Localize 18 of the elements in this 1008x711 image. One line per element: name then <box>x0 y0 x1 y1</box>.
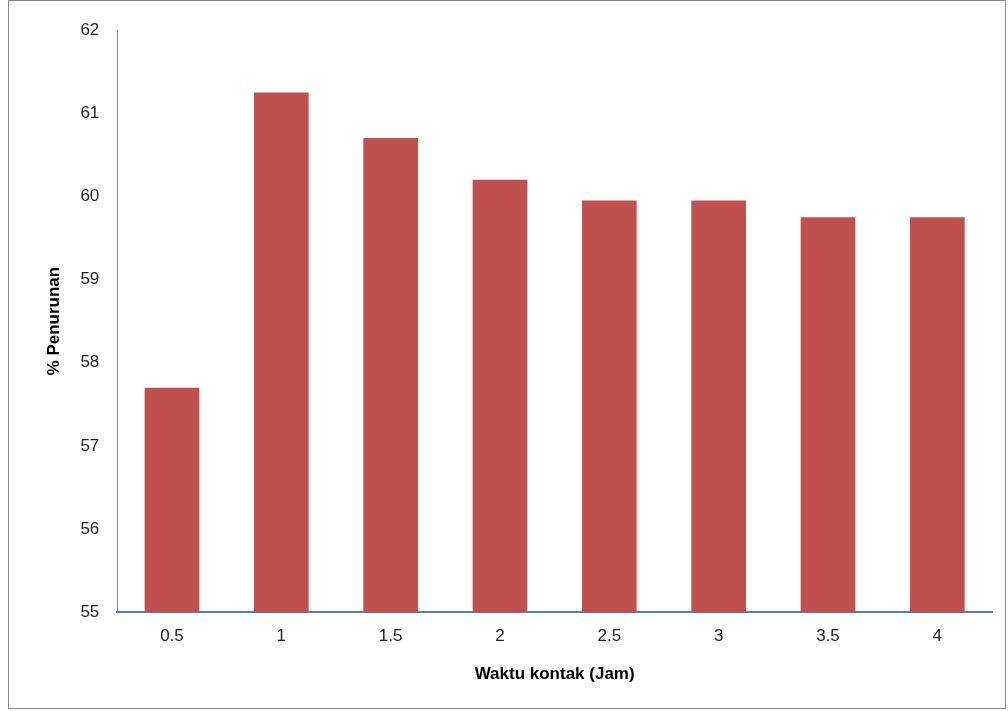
y-tick-label: 62 <box>80 19 100 39</box>
x-axis-title: Waktu kontak (Jam) <box>474 664 635 684</box>
x-tick-label: 2 <box>495 626 505 646</box>
y-tick-label: 56 <box>80 518 100 538</box>
x-tick-label: 1 <box>276 626 287 646</box>
y-tick-label: 55 <box>80 601 100 621</box>
x-tick-label: 2.5 <box>597 626 622 646</box>
x-tick-label: 1.5 <box>378 626 403 646</box>
y-tick-label: 58 <box>80 352 100 372</box>
y-axis-title: % Penurunan <box>43 266 63 376</box>
y-tick-label: 60 <box>80 186 100 206</box>
x-tick-label: 3.5 <box>816 626 840 646</box>
x-tick-label: 3 <box>713 626 724 646</box>
y-tick-label: 59 <box>80 269 100 289</box>
y-tick-label: 57 <box>80 435 100 455</box>
y-tick-label: 61 <box>80 102 100 122</box>
x-tick-label: 0.5 <box>160 626 184 646</box>
x-tick-label: 4 <box>932 626 943 646</box>
